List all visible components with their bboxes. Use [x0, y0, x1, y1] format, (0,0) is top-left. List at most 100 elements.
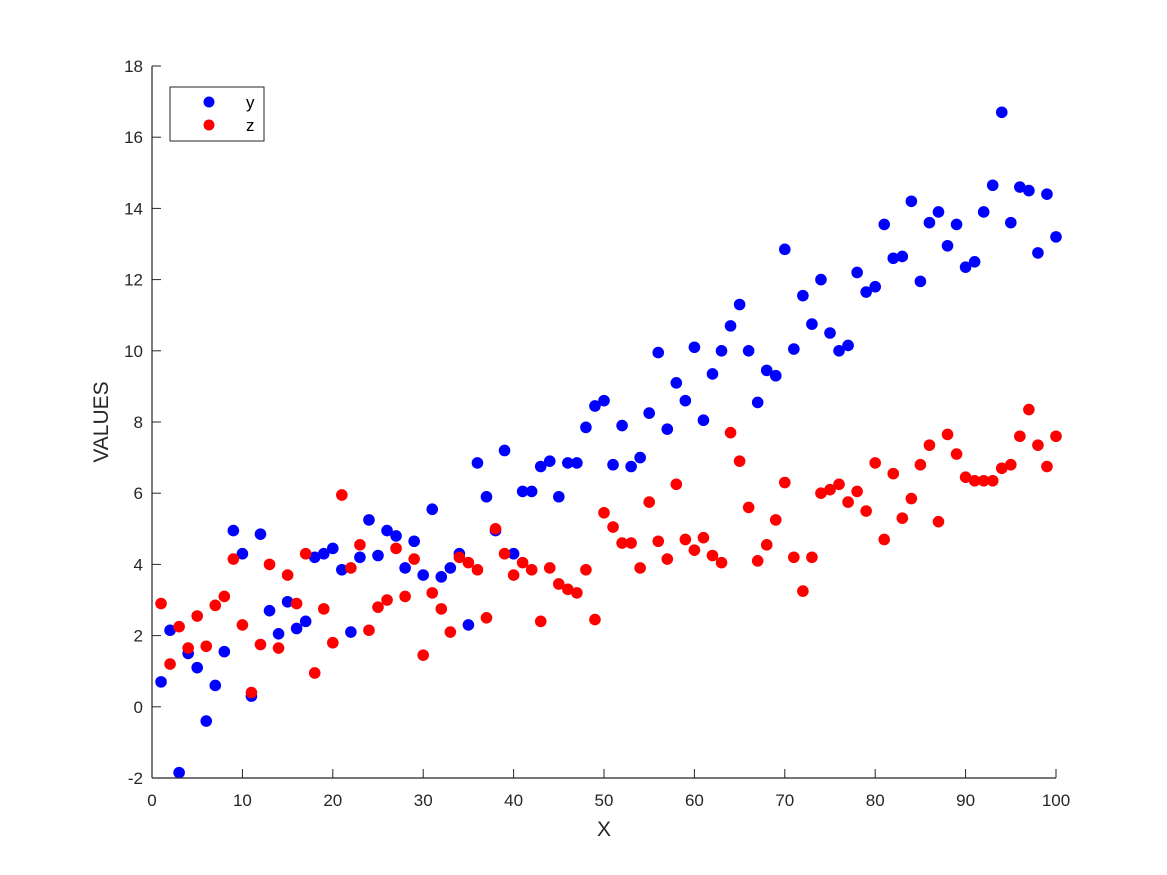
data-point: [272, 642, 285, 654]
data-point: [697, 414, 710, 427]
data-point: [1050, 231, 1062, 243]
x-tick-label: 70: [775, 791, 794, 810]
data-point: [534, 460, 547, 473]
data-point: [480, 490, 493, 503]
data-point: [607, 458, 619, 471]
data-point: [435, 603, 448, 615]
data-point: [806, 551, 818, 564]
data-point: [896, 250, 909, 263]
data-point: [390, 530, 402, 542]
data-point: [571, 457, 583, 469]
legend-marker-y: [203, 96, 215, 108]
x-tick-label: 90: [956, 791, 975, 810]
data-point: [634, 451, 646, 464]
data-point: [607, 521, 619, 533]
data-point: [408, 535, 420, 548]
y-tick-label: 16: [124, 128, 143, 147]
legend-label-z: z: [246, 116, 255, 135]
data-point: [381, 594, 393, 606]
data-point: [390, 542, 402, 555]
data-point: [851, 266, 863, 279]
data-point: [724, 426, 737, 439]
data-point: [254, 638, 267, 651]
y-tick-label: 2: [134, 627, 143, 646]
data-point: [507, 547, 520, 560]
data-point: [598, 394, 610, 407]
data-point: [191, 610, 203, 622]
data-point: [263, 604, 276, 617]
data-point: [652, 346, 665, 359]
axes: 0 10 20 30 40 50 60 70 80 90 100 -2024681012141618…: [90, 57, 1070, 841]
data-point: [408, 553, 420, 565]
data-point: [1014, 430, 1026, 443]
data-point: [480, 612, 493, 624]
data-point: [543, 455, 556, 467]
data-point: [462, 556, 475, 569]
data-point: [598, 506, 610, 519]
data-point: [236, 619, 249, 631]
data-point: [797, 289, 809, 302]
data-point: [634, 562, 646, 574]
data-point: [688, 544, 701, 556]
data-point: [290, 597, 303, 610]
data-point: [1041, 188, 1053, 200]
x-tick-label: 10: [233, 791, 252, 810]
data-point: [887, 252, 900, 265]
data-point: [444, 562, 457, 574]
y-tick-label: -2: [128, 769, 143, 788]
data-point: [733, 298, 746, 311]
y-tick-label: 14: [124, 199, 143, 218]
data-point: [842, 496, 854, 508]
data-point: [661, 423, 674, 435]
data-point: [878, 533, 891, 546]
data-point: [200, 640, 213, 653]
y-ticks: -2 0 2 4 6 8 10 12 14 16 18: [124, 57, 161, 788]
data-point: [534, 615, 547, 628]
data-point: [941, 428, 954, 441]
y-tick-label: 4: [134, 555, 143, 574]
data-point: [426, 503, 439, 516]
data-point: [444, 626, 457, 638]
data-point: [281, 569, 294, 581]
y-tick-label: 8: [134, 413, 143, 432]
series-z: [155, 403, 1062, 699]
data-point: [209, 679, 222, 692]
data-point: [336, 489, 348, 501]
data-point: [516, 485, 529, 498]
data-point: [905, 195, 918, 208]
data-point: [227, 524, 240, 537]
data-point: [788, 551, 800, 564]
data-point: [245, 686, 258, 699]
data-point: [977, 206, 990, 218]
x-tick-label: 0: [147, 791, 156, 810]
data-point: [1050, 430, 1062, 443]
data-point: [923, 439, 936, 451]
data-point: [426, 587, 439, 599]
data-point: [887, 467, 900, 480]
data-point: [1032, 247, 1044, 259]
data-point: [571, 587, 583, 599]
data-point: [317, 603, 330, 615]
data-point: [1005, 216, 1017, 229]
data-point: [1041, 460, 1053, 473]
data-point: [173, 766, 185, 779]
data-point: [236, 547, 249, 560]
data-point: [950, 218, 963, 231]
data-point: [272, 628, 285, 640]
data-point: [733, 455, 746, 467]
data-point: [788, 343, 800, 355]
data-point: [670, 478, 683, 491]
data-point: [950, 448, 963, 460]
data-point: [462, 619, 475, 631]
data-point: [453, 551, 466, 564]
data-point: [173, 620, 185, 633]
data-point: [354, 551, 366, 564]
data-point: [769, 369, 782, 382]
data-point: [562, 457, 574, 469]
data-point: [661, 553, 674, 565]
data-point: [625, 460, 637, 473]
x-tick-label: 80: [866, 791, 885, 810]
data-point: [589, 613, 601, 626]
data-point: [363, 514, 375, 526]
data-point: [932, 515, 945, 528]
